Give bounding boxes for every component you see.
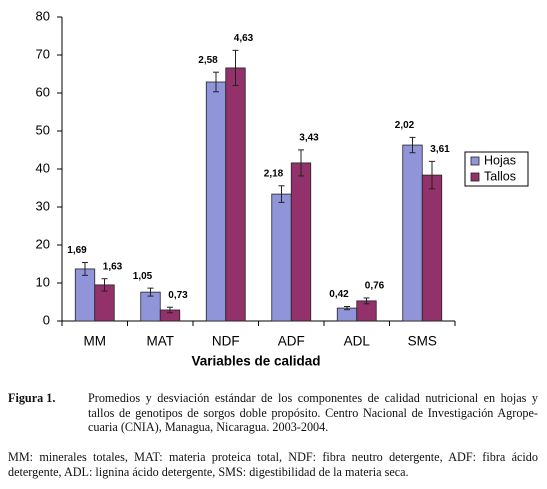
error-bar [298, 149, 304, 177]
x-tick-label: MM [84, 334, 107, 349]
text-line: detergente, ADL: lignina ácido detergent… [8, 464, 409, 479]
bar [225, 67, 246, 322]
x-tick-label: ADL [344, 334, 371, 349]
text-line: cuaria (CNIA), Managua, Nicaragua. 2003-… [88, 420, 329, 434]
y-tick-label: 70 [36, 46, 50, 61]
error-label: 1,05 [133, 271, 153, 282]
bar [421, 174, 443, 322]
error-label: 0,76 [365, 281, 385, 292]
y-tick-label: 10 [36, 274, 50, 289]
bar [205, 81, 227, 322]
error-bar [232, 49, 239, 87]
error-label: 4,63 [234, 33, 254, 44]
error-label: 2,18 [264, 168, 284, 179]
x-tick-label: ADF [278, 334, 305, 349]
legend-swatch [470, 156, 480, 166]
error-bar [278, 185, 285, 203]
chart: Variables de calidad 0 10 20 30 40 50 60 70 80 MM… [36, 8, 529, 369]
error-bar [429, 160, 435, 190]
error-label: 3,61 [430, 144, 450, 155]
error-bar [363, 297, 370, 305]
bar [402, 144, 423, 322]
x-tick-label: MAT [147, 334, 175, 349]
y-tick-label: 20 [36, 236, 50, 251]
y-tick-label: 30 [36, 198, 50, 213]
error-label: 0,73 [168, 290, 188, 301]
legend-label: Tallos [484, 169, 516, 183]
x-axis-title: Variables de calidad [191, 354, 320, 369]
y-tick-label: 40 [36, 160, 50, 175]
error-label: 3,43 [299, 133, 319, 144]
error-label: 2,02 [395, 120, 415, 131]
x-tick-label: NDF [212, 334, 240, 349]
x-tick-label: SMS [408, 334, 437, 349]
error-bar [167, 306, 173, 314]
y-tick-label: 80 [36, 8, 50, 23]
error-bar [147, 287, 154, 297]
y-tick-label: 60 [36, 84, 50, 99]
error-bar [101, 278, 108, 292]
bar [290, 162, 312, 322]
error-label: 0,42 [329, 289, 349, 300]
error-bar [409, 136, 416, 154]
error-bar [213, 71, 219, 93]
figure-label: Figura 1. [8, 391, 56, 405]
error-bar [82, 262, 88, 276]
note: MM: minerales totales, MAT: materia prot… [8, 450, 538, 479]
text-line: MM: minerales totales, MAT: materia prot… [8, 450, 538, 464]
text-line: Promedios y desviación estándar de los c… [88, 391, 538, 405]
error-label: 1,69 [67, 245, 87, 256]
error-bar [344, 305, 350, 311]
bar [74, 268, 96, 322]
legend-label: Hojas [484, 153, 516, 167]
y-tick-label: 50 [36, 122, 50, 137]
error-label: 2,58 [198, 55, 218, 66]
error-label: 1,63 [103, 261, 123, 272]
legend-swatch [470, 172, 480, 182]
bar [271, 193, 292, 322]
y-tick-label: 0 [43, 312, 50, 327]
caption: Promedios y desviación estándar de los c… [88, 391, 538, 435]
text-line: tallos de genotipos de sorgos doble prop… [88, 405, 538, 420]
